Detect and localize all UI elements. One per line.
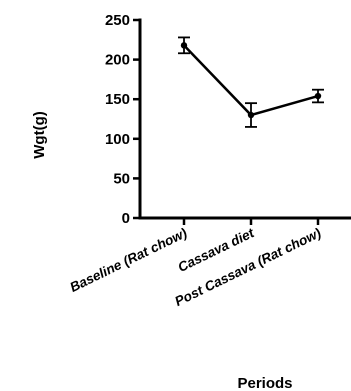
y-tick-label: 0 bbox=[122, 210, 130, 227]
data-point bbox=[180, 42, 188, 49]
y-tick-label: 250 bbox=[105, 12, 130, 29]
data-point bbox=[247, 111, 255, 119]
x-axis-title: Periods bbox=[237, 375, 292, 391]
y-axis-title: Wgt(g) bbox=[31, 111, 48, 158]
x-tick-label: Baseline (Rat chow) bbox=[67, 225, 189, 295]
y-tick-label: 150 bbox=[105, 91, 130, 108]
plot-area bbox=[178, 36, 324, 128]
y-axis: 0 50 100 150 200 250 bbox=[105, 12, 142, 227]
y-tick-label: 200 bbox=[105, 52, 130, 69]
data-point bbox=[314, 92, 322, 100]
y-tick-label: 100 bbox=[105, 131, 130, 148]
y-tick-label: 50 bbox=[113, 170, 130, 187]
